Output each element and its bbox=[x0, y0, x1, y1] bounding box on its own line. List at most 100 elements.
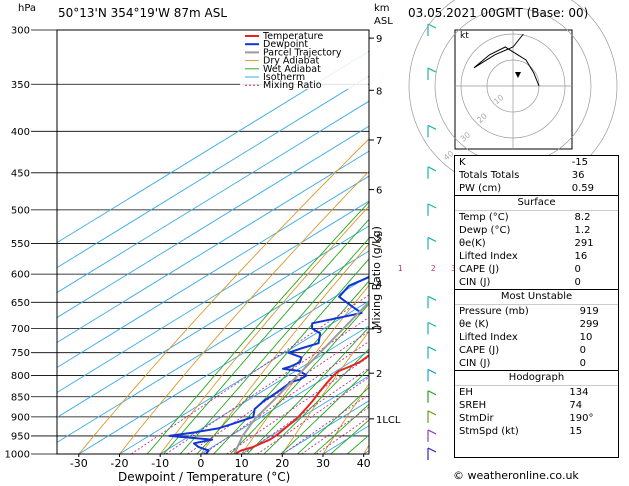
temperature-tick-label: 0 bbox=[197, 457, 204, 470]
surface-section-title: Surface bbox=[455, 196, 618, 211]
isotherm-line bbox=[241, 375, 369, 454]
index-row: Totals Totals 36 bbox=[459, 170, 585, 181]
dry-adiabat-line bbox=[200, 243, 369, 454]
isotherm-line bbox=[78, 275, 369, 454]
surface-row: Dewp (°C) 1.2 bbox=[459, 225, 591, 236]
surface-row: θe(K) 291 bbox=[459, 238, 594, 249]
isotherm-line bbox=[119, 300, 369, 454]
surface-table: Temp (°C) 8.2 Dewp (°C) 1.2 θe(K) 291 Lifte… bbox=[455, 211, 618, 289]
isotherm-line bbox=[200, 350, 369, 454]
pressure-tick-label: 900 bbox=[11, 412, 30, 423]
surface-row: CIN (J) 0 bbox=[459, 277, 581, 288]
wind-barb-flag bbox=[427, 295, 437, 301]
pressure-tick-label: 400 bbox=[11, 127, 30, 138]
pressure-tick-label: 1000 bbox=[5, 450, 30, 461]
temperature-tick-label: -20 bbox=[111, 457, 129, 470]
surface-row: CAPE (J) 0 bbox=[459, 264, 581, 275]
wet-adiabat-line bbox=[146, 201, 369, 454]
dry-adiabat-line bbox=[322, 383, 369, 454]
wind-barb-flag bbox=[427, 447, 437, 453]
hodo-row: EH 134 bbox=[459, 387, 589, 398]
x-axis-label: Dewpoint / Temperature (°C) bbox=[118, 470, 291, 484]
wet-adiabat-line bbox=[330, 419, 369, 454]
wet-adiabat-line bbox=[280, 368, 369, 454]
isotherm-line bbox=[57, 125, 369, 319]
hodo-row: StmSpd (kt) 15 bbox=[459, 426, 583, 437]
copyright: © weatheronline.co.uk bbox=[453, 469, 579, 482]
wind-barb-flag bbox=[427, 124, 437, 130]
index-row: K -15 bbox=[459, 157, 589, 168]
wet-adiabat-line bbox=[313, 403, 369, 454]
hodograph-unit: kt bbox=[460, 31, 469, 41]
mixing-ratio-line bbox=[130, 294, 369, 454]
indices-panel: K -15 Totals Totals 36 PW (cm) 0.59 Surface… bbox=[454, 155, 619, 458]
pressure-tick-label: 350 bbox=[11, 80, 30, 91]
wind-barb-flag bbox=[427, 390, 437, 396]
hodograph-section-title: Hodograph bbox=[455, 371, 618, 386]
isotherm-line bbox=[57, 150, 369, 344]
legend-entry: Mixing Ratio bbox=[263, 80, 322, 91]
mixing-ratio-axis-label: Mixing Ratio (g/kg) bbox=[370, 226, 383, 330]
temperature-tick-label: 10 bbox=[235, 457, 249, 470]
wind-barb-flag bbox=[427, 346, 437, 352]
height-tick-label: 6 bbox=[376, 186, 382, 197]
isotherm-line bbox=[57, 175, 369, 369]
pressure-tick-label: 300 bbox=[11, 26, 30, 37]
pressure-tick-label: 850 bbox=[11, 392, 30, 403]
legend-entry: Parcel Trajectory bbox=[263, 47, 342, 58]
isotherm-line bbox=[57, 100, 369, 294]
temperature-tick-label: 20 bbox=[275, 457, 289, 470]
wind-barb-flag bbox=[427, 236, 437, 242]
hodo-row: StmDir 190° bbox=[459, 413, 594, 424]
mu-row: Pressure (mb) 919 bbox=[459, 306, 599, 317]
height-tick-label: 9 bbox=[376, 34, 382, 45]
wind-barb-flag bbox=[427, 203, 437, 209]
datetime-title: 03.05.2021 00GMT (Base: 00) bbox=[408, 6, 589, 20]
indices-table: K -15 Totals Totals 36 PW (cm) 0.59 bbox=[455, 156, 618, 195]
height-tick-label: 1LCL bbox=[376, 415, 401, 426]
height-tick-label: 3 bbox=[376, 325, 382, 336]
temperature-tick-label: -30 bbox=[70, 457, 88, 470]
mixing-ratio-label: 3 bbox=[451, 264, 456, 273]
wet-adiabat-line bbox=[246, 326, 369, 454]
isotherm-line bbox=[57, 250, 369, 443]
pressure-tick-label: 550 bbox=[11, 239, 30, 250]
wind-barb-flag bbox=[427, 67, 437, 73]
wet-adiabat-line bbox=[163, 218, 369, 454]
mu-row: CAPE (J) 0 bbox=[459, 345, 586, 356]
height-tick-label: 8 bbox=[376, 86, 382, 97]
wind-barb-flag bbox=[427, 429, 437, 435]
mu-row: Lifted Index 10 bbox=[459, 332, 593, 343]
surface-row: Temp (°C) 8.2 bbox=[459, 212, 591, 223]
hodograph-table: EH 134 SREH 74 StmDir 190° StmSpd (kt) 15 bbox=[455, 386, 618, 438]
dry-adiabat-line bbox=[159, 205, 369, 454]
legend-entry: Dewpoint bbox=[263, 39, 308, 50]
wind-barb-flag bbox=[427, 321, 437, 327]
temperature-tick-label: -10 bbox=[151, 457, 169, 470]
y-unit-label: hPa bbox=[18, 3, 37, 14]
mixing-ratio-label: 2 bbox=[431, 264, 436, 273]
mixing-ratio-line bbox=[187, 330, 369, 454]
wet-adiabat-line bbox=[212, 280, 369, 454]
wet-adiabat-line bbox=[179, 237, 369, 454]
mixing-ratio-line bbox=[203, 341, 369, 454]
dry-adiabat-line bbox=[241, 284, 369, 454]
hodo-row: SREH 74 bbox=[459, 400, 583, 411]
wet-adiabat-line bbox=[196, 258, 369, 454]
mixing-ratio-label: 1 bbox=[398, 264, 403, 273]
pressure-tick-label: 950 bbox=[11, 431, 30, 442]
isotherm-line bbox=[57, 200, 369, 393]
legend-entry: Isotherm bbox=[263, 72, 305, 83]
pressure-tick-label: 600 bbox=[11, 270, 30, 281]
km-unit-label: km bbox=[374, 3, 390, 14]
surface-row: Lifted Index 16 bbox=[459, 251, 588, 262]
hodograph-frame bbox=[454, 29, 573, 150]
pressure-tick-label: 650 bbox=[11, 298, 30, 309]
isotherm-line bbox=[57, 50, 369, 244]
legend-box bbox=[240, 31, 368, 89]
dry-adiabat-line bbox=[118, 170, 369, 454]
most-unstable-table: Pressure (mb) 919 θe (K) 299 Lifted Index 1… bbox=[455, 305, 618, 370]
isotherm-line bbox=[159, 325, 369, 454]
plot-frame bbox=[56, 29, 370, 455]
